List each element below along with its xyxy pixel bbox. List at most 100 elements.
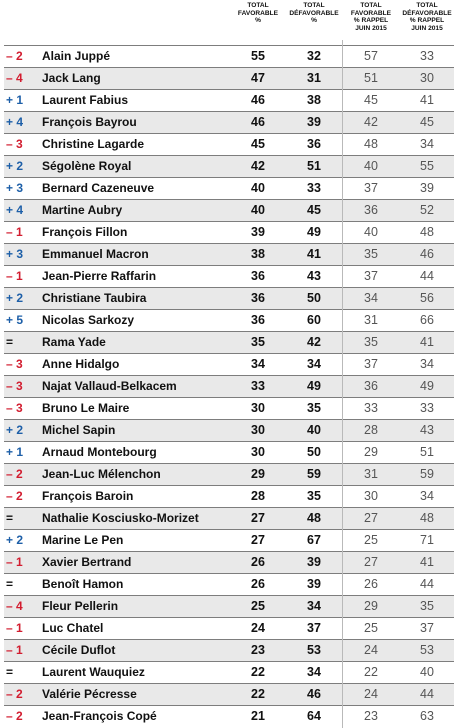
favorable-value: 30 bbox=[251, 401, 265, 415]
column-header-3: TOTAL FAVORABLE% RAPPEL JUIN 2015 bbox=[341, 2, 401, 32]
favorable-value: 38 bbox=[251, 247, 265, 261]
favorable-value: 27 bbox=[251, 511, 265, 525]
person-name: Christine Lagarde bbox=[42, 137, 145, 151]
favorable-value: 42 bbox=[251, 159, 265, 173]
defavorable-2015-value: 56 bbox=[420, 291, 434, 305]
column-header-line: TOTAL bbox=[360, 2, 382, 9]
favorable-value: 22 bbox=[251, 665, 265, 679]
table-row: – 1 Xavier Bertrand 26 39 27 41 bbox=[4, 551, 454, 573]
person-name: Luc Chatel bbox=[42, 621, 104, 635]
table-row: = Rama Yade 35 42 35 41 bbox=[4, 331, 454, 353]
favorable-value: 27 bbox=[251, 533, 265, 547]
defavorable-2015-value: 51 bbox=[420, 445, 434, 459]
favorable-2015-value: 37 bbox=[364, 181, 378, 195]
table-row: = Nathalie Kosciusko-Morizet 27 48 27 48 bbox=[4, 507, 454, 529]
person-name: Fleur Pellerin bbox=[42, 599, 119, 613]
favorable-value: 28 bbox=[251, 489, 265, 503]
favorable-2015-value: 35 bbox=[364, 335, 378, 349]
defavorable-2015-value: 33 bbox=[420, 401, 434, 415]
delta-label: + 4 bbox=[6, 115, 24, 129]
defavorable-value: 50 bbox=[307, 445, 321, 459]
favorable-2015-value: 40 bbox=[364, 225, 378, 239]
delta-label: – 3 bbox=[6, 401, 23, 415]
defavorable-value: 31 bbox=[307, 71, 321, 85]
table-row: + 4 François Bayrou 46 39 42 45 bbox=[4, 111, 454, 133]
defavorable-value: 39 bbox=[307, 555, 321, 569]
column-divider bbox=[342, 40, 343, 728]
favorable-2015-value: 34 bbox=[364, 291, 378, 305]
defavorable-2015-value: 43 bbox=[420, 423, 434, 437]
table-row: + 3 Bernard Cazeneuve 40 33 37 39 bbox=[4, 177, 454, 199]
person-name: Ségolène Royal bbox=[42, 159, 132, 173]
defavorable-value: 38 bbox=[307, 93, 321, 107]
table-row: – 3 Najat Vallaud-Belkacem 33 49 36 49 bbox=[4, 375, 454, 397]
delta-label: + 2 bbox=[6, 159, 24, 173]
delta-label: – 2 bbox=[6, 489, 23, 503]
defavorable-value: 49 bbox=[307, 225, 321, 239]
defavorable-2015-value: 55 bbox=[420, 159, 434, 173]
delta-label: – 2 bbox=[6, 709, 23, 723]
defavorable-2015-value: 45 bbox=[420, 115, 434, 129]
delta-label: = bbox=[6, 511, 14, 525]
delta-label: + 2 bbox=[6, 423, 24, 437]
defavorable-value: 37 bbox=[307, 621, 321, 635]
defavorable-value: 64 bbox=[307, 709, 321, 723]
person-name: Bruno Le Maire bbox=[42, 401, 130, 415]
person-name: Rama Yade bbox=[42, 335, 106, 349]
person-name: Anne Hidalgo bbox=[42, 357, 120, 371]
defavorable-2015-value: 63 bbox=[420, 709, 434, 723]
person-name: Bernard Cazeneuve bbox=[42, 181, 155, 195]
favorable-2015-value: 35 bbox=[364, 247, 378, 261]
defavorable-2015-value: 39 bbox=[420, 181, 434, 195]
favorable-value: 47 bbox=[251, 71, 265, 85]
favorable-value: 34 bbox=[251, 357, 265, 371]
defavorable-value: 35 bbox=[307, 489, 321, 503]
defavorable-2015-value: 34 bbox=[420, 357, 434, 371]
defavorable-value: 42 bbox=[307, 335, 321, 349]
table-row: + 1 Laurent Fabius 46 38 45 41 bbox=[4, 89, 454, 111]
favorable-value: 36 bbox=[251, 291, 265, 305]
favorable-2015-value: 37 bbox=[364, 357, 378, 371]
favorable-2015-value: 57 bbox=[364, 49, 378, 63]
favorable-value: 23 bbox=[251, 643, 265, 657]
person-name: Michel Sapin bbox=[42, 423, 116, 437]
favorable-value: 40 bbox=[251, 181, 265, 195]
table-row: – 1 Jean-Pierre Raffarin 36 43 37 44 bbox=[4, 265, 454, 287]
delta-label: – 2 bbox=[6, 49, 23, 63]
person-name: Martine Aubry bbox=[42, 203, 123, 217]
delta-label: – 1 bbox=[6, 225, 23, 239]
column-header-line: DÉFAVORABLE bbox=[289, 9, 339, 17]
column-header-2: TOTAL DÉFAVORABLE% bbox=[284, 2, 344, 25]
delta-label: = bbox=[6, 577, 14, 591]
favorable-2015-value: 24 bbox=[364, 643, 378, 657]
favorable-value: 46 bbox=[251, 93, 265, 107]
favorable-value: 36 bbox=[251, 269, 265, 283]
favorable-value: 26 bbox=[251, 577, 265, 591]
favorable-2015-value: 24 bbox=[364, 687, 378, 701]
favorable-2015-value: 26 bbox=[364, 577, 378, 591]
table-row: + 5 Nicolas Sarkozy 36 60 31 66 bbox=[4, 309, 454, 331]
delta-label: + 3 bbox=[6, 181, 24, 195]
defavorable-value: 50 bbox=[307, 291, 321, 305]
delta-label: – 1 bbox=[6, 555, 23, 569]
column-header-1: TOTAL FAVORABLE% bbox=[228, 2, 288, 25]
delta-label: – 4 bbox=[6, 599, 23, 613]
defavorable-value: 33 bbox=[307, 181, 321, 195]
defavorable-2015-value: 53 bbox=[420, 643, 434, 657]
person-name: Emmanuel Macron bbox=[42, 247, 149, 261]
delta-label: + 2 bbox=[6, 533, 24, 547]
defavorable-2015-value: 49 bbox=[420, 379, 434, 393]
defavorable-2015-value: 59 bbox=[420, 467, 434, 481]
favorable-2015-value: 42 bbox=[364, 115, 378, 129]
column-header-line: FAVORABLE bbox=[350, 9, 392, 17]
defavorable-2015-value: 44 bbox=[420, 687, 434, 701]
table-row: – 4 Fleur Pellerin 25 34 29 35 bbox=[4, 595, 454, 617]
defavorable-value: 43 bbox=[307, 269, 321, 283]
favorable-2015-value: 45 bbox=[364, 93, 378, 107]
person-name: Arnaud Montebourg bbox=[42, 445, 157, 459]
favorable-value: 40 bbox=[251, 203, 265, 217]
column-header-line: % RAPPEL bbox=[353, 17, 389, 25]
table-row: – 1 François Fillon 39 49 40 48 bbox=[4, 221, 454, 243]
delta-label: – 4 bbox=[6, 71, 23, 85]
